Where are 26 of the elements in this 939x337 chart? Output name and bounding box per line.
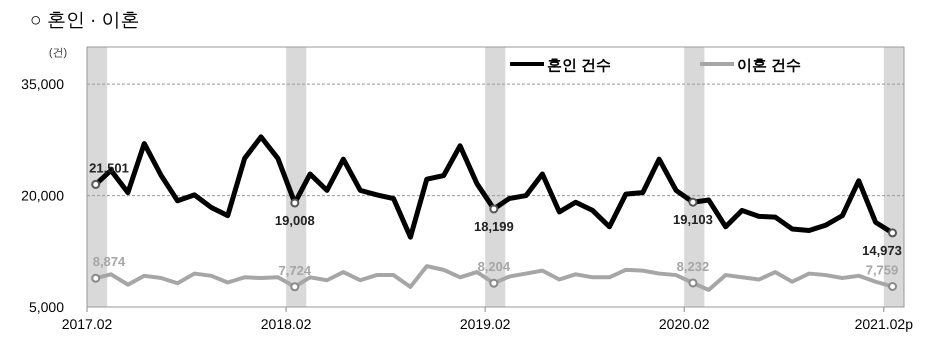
data-label: 19,008 [274,212,315,228]
point [688,278,698,288]
data-label: 8,232 [676,258,710,274]
point [888,282,898,292]
point [91,274,100,283]
data-label: 7,759 [866,262,898,278]
x-tick-label: 2017.02 [62,316,113,332]
y-tick-label: 5,000 [28,299,64,315]
y-axis-title: (건) [48,47,68,59]
chart-title: ○ 혼인 · 이혼 [30,10,140,31]
data-label: 8,874 [92,254,126,270]
x-tick-label: 2018.02 [260,316,312,332]
x-tick-label: 2020.02 [658,316,710,332]
legend-label: 혼인 건수 [547,57,612,74]
data-label: 7,724 [278,262,312,278]
y-tick-label: 20,000 [21,188,64,204]
data-label: 14,973 [862,242,902,258]
point [489,278,498,288]
data-label: 8,204 [478,259,511,274]
y-tick-label: 35,000 [21,76,64,92]
x-tick-label: 2019.02 [460,316,511,332]
data-label: 19,103 [673,212,713,228]
legend-label: 이혼 건수 [737,57,802,74]
data-label: 18,199 [474,218,514,234]
x-tick-label: 2021.02p [854,316,914,332]
point [290,282,300,292]
